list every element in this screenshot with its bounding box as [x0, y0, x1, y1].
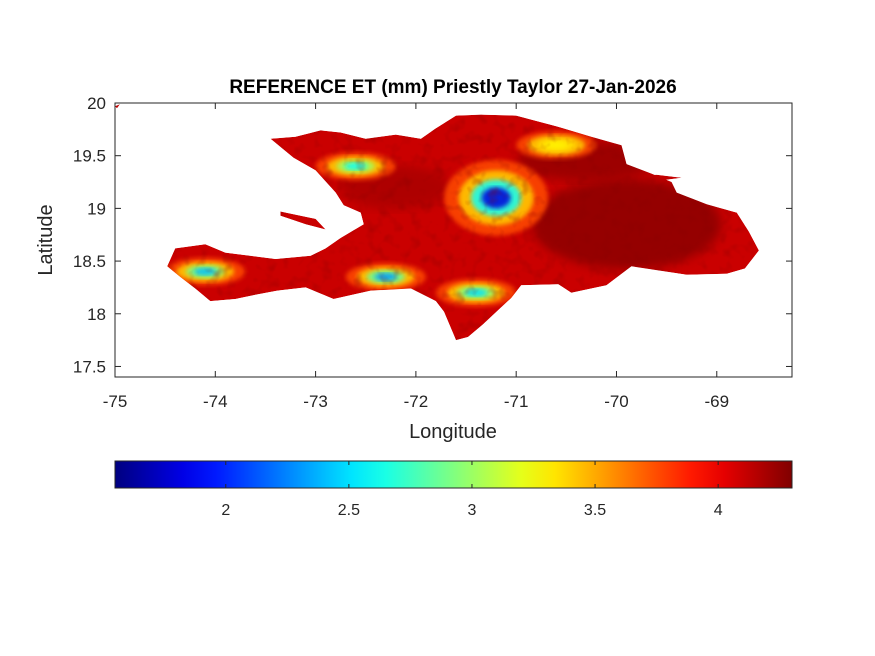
- x-tick-label: -72: [404, 392, 429, 411]
- y-tick-label: 17.5: [73, 357, 106, 376]
- y-tick-label: 18.5: [73, 252, 106, 271]
- colorbar-tick-label: 3.5: [584, 502, 606, 519]
- y-axis-label: Latitude: [35, 204, 57, 275]
- chart-title: REFERENCE ET (mm) Priestly Taylor 27-Jan…: [229, 77, 676, 98]
- x-tick-label: -75: [103, 392, 128, 411]
- colorbar-tick-label: 3: [468, 502, 477, 519]
- x-tick-label: -70: [604, 392, 629, 411]
- colorbar-tick-label: 2.5: [338, 502, 360, 519]
- x-tick-label: -74: [203, 392, 228, 411]
- y-tick-label: 20: [87, 94, 106, 113]
- x-tick-label: -73: [303, 392, 328, 411]
- colorbar-ticks: 2 2.5 3 3.5 4: [221, 461, 723, 519]
- colorbar-gradient: [114, 460, 793, 489]
- colorbar-tick-label: 2: [221, 502, 230, 519]
- y-tick-label: 18: [87, 305, 106, 324]
- y-tick-label: 19.5: [73, 147, 106, 166]
- y-axis: 17.5 18 18.5 19 19.5 20: [73, 94, 792, 376]
- x-tick-label: -69: [704, 392, 729, 411]
- y-tick-label: 19: [87, 199, 106, 218]
- x-tick-label: -71: [504, 392, 529, 411]
- colorbar: 2 2.5 3 3.5 4: [114, 460, 793, 519]
- colorbar-tick-label: 4: [714, 502, 723, 519]
- x-axis-label: Longitude: [409, 421, 497, 443]
- x-axis: -75 -74 -73 -72 -71 -70 -69: [103, 103, 729, 411]
